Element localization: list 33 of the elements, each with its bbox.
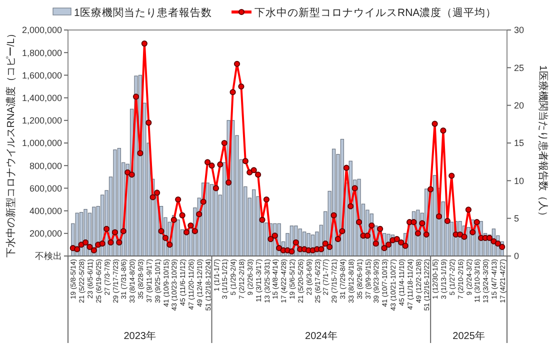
bar: [450, 222, 454, 256]
y-tick-label: 1,200,000: [22, 116, 62, 126]
text: 2025年: [452, 330, 485, 342]
bar: [432, 175, 437, 256]
legend-label: 下水中の新型コロナウイルスRNA濃度（週平均）: [254, 6, 497, 19]
y-axis-title: 下水中の新型コロナウイルスRNA濃度（コピー/L）: [5, 28, 17, 258]
y2-tick-label: 15: [514, 138, 524, 148]
y2-tick-label: 30: [514, 25, 524, 36]
y-tick-label: 1,800,000: [22, 48, 62, 58]
y-tick-label: 800,000: [29, 160, 62, 171]
y2-tick-label: 25: [514, 62, 524, 73]
y-tick-label: 1,000,000: [22, 138, 62, 148]
y-tick-label: 2,000,000: [22, 25, 62, 36]
y2-axis-title: 1医療機関当たり患者報告数（人）: [537, 65, 549, 221]
text: 2023年: [124, 330, 156, 342]
y-tick-label: 400,000: [29, 206, 62, 216]
bar: [230, 120, 235, 256]
legend-label: 1医療機関当たり患者報告数: [74, 6, 212, 19]
y2-tick-label: 10: [514, 176, 524, 186]
bar: [113, 149, 117, 256]
y2-tick-label: 0: [514, 251, 520, 262]
y2-tick-label: 5: [514, 213, 520, 224]
y-tick-label: 600,000: [29, 183, 62, 194]
y2-tick-label: 20: [514, 100, 524, 110]
bar: [252, 189, 256, 256]
y-tick-label: 不検出: [35, 251, 62, 262]
text: 2024年: [305, 330, 338, 342]
bar: [264, 222, 268, 256]
y-tick-label: 1,600,000: [22, 70, 62, 80]
y-tick-label: 200,000: [29, 228, 62, 239]
bar: [206, 182, 210, 256]
bar: [210, 184, 214, 256]
y-tick-label: 1,400,000: [22, 92, 62, 103]
